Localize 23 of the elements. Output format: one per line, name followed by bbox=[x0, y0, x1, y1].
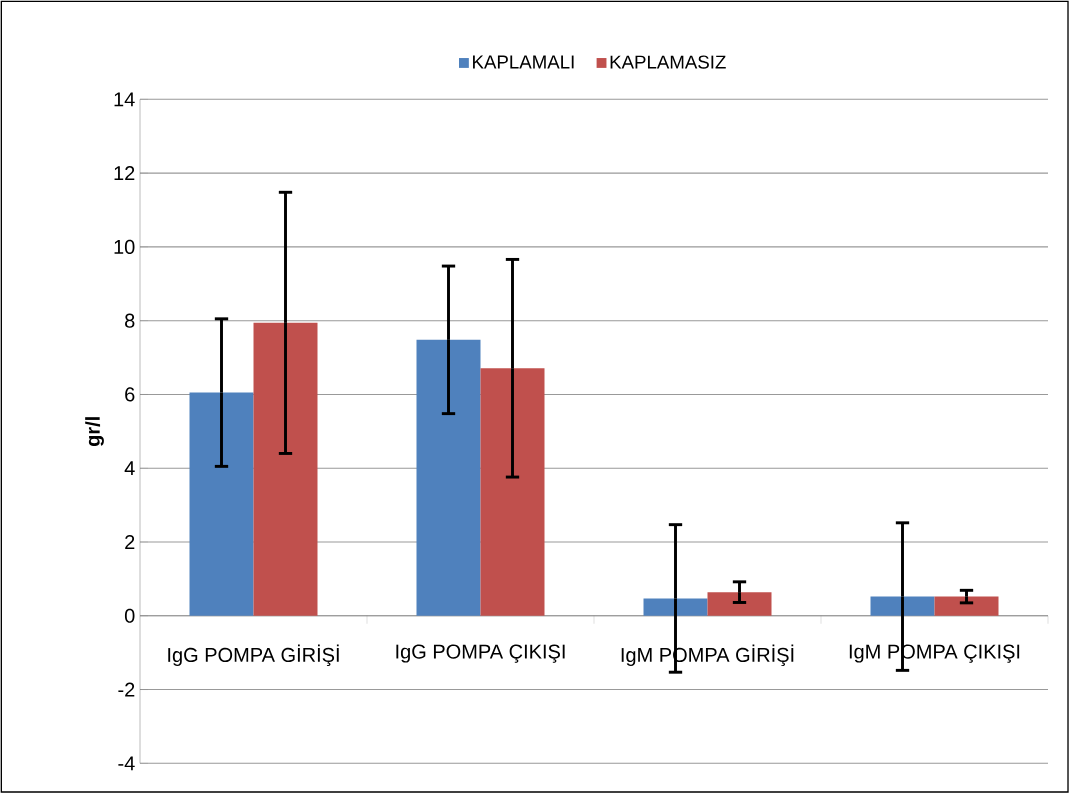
bar bbox=[643, 598, 708, 616]
y-tick-label: 10 bbox=[114, 239, 135, 254]
bar bbox=[189, 392, 254, 616]
bar bbox=[253, 322, 318, 616]
bar bbox=[870, 596, 935, 616]
y-tick-label: 8 bbox=[125, 313, 135, 328]
y-tick-label: -2 bbox=[118, 682, 135, 697]
legend-label: KAPLAMASIZ bbox=[610, 55, 726, 69]
x-tick-label: IgG POMPA GİRİŞİ bbox=[168, 644, 339, 666]
y-axis-title: gr/l bbox=[85, 417, 104, 446]
bar bbox=[707, 592, 772, 616]
legend-label: KAPLAMALI bbox=[473, 55, 574, 69]
y-tick-label: 0 bbox=[124, 608, 135, 623]
y-tick-label: 14 bbox=[114, 92, 135, 107]
y-tick-label: -4 bbox=[118, 756, 135, 771]
bar bbox=[934, 596, 999, 616]
y-tick-label: 12 bbox=[114, 165, 135, 180]
y-tick-label: 2 bbox=[125, 534, 135, 549]
x-tick-label: IgG POMPA ÇIKIŞI bbox=[396, 644, 565, 663]
y-tick-label: 4 bbox=[124, 461, 135, 475]
bar bbox=[416, 339, 481, 616]
bar bbox=[480, 368, 545, 616]
y-tick-label: 6 bbox=[125, 387, 135, 402]
